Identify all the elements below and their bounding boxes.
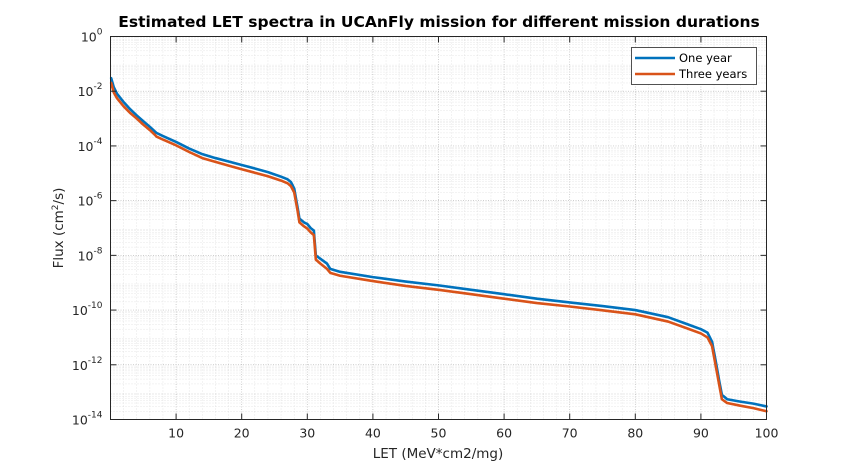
y-tick-base: 10 — [78, 139, 94, 154]
y-axis-label-superscript: 2 — [51, 204, 61, 210]
x-axis-label: LET (MeV*cm2/mg) — [373, 446, 504, 462]
y-tick-label: 10-12 — [72, 356, 103, 373]
y-tick-label: 10-8 — [78, 246, 103, 263]
legend-label-one-year: One year — [679, 51, 732, 65]
series-lines — [109, 76, 768, 413]
y-tick-label: 100 — [81, 28, 103, 45]
x-tick-label: 60 — [496, 426, 512, 441]
x-tick-label: 100 — [755, 426, 779, 441]
x-tick-label: 20 — [234, 426, 250, 441]
x-tick-label: 70 — [562, 426, 578, 441]
y-tick-base: 10 — [78, 194, 94, 209]
y-tick-label: 10-6 — [78, 192, 103, 209]
axis-ticks — [110, 36, 767, 420]
series-line-three-years — [109, 81, 768, 413]
y-tick-base: 10 — [72, 413, 88, 428]
legend: One year Three years — [631, 47, 757, 85]
x-tick-label: 30 — [299, 426, 315, 441]
y-tick-exponent: -6 — [94, 192, 103, 202]
y-tick-base: 10 — [72, 358, 88, 373]
y-tick-base: 10 — [78, 84, 94, 99]
y-tick-exponent: 0 — [97, 28, 103, 38]
y-tick-exponent: -8 — [94, 246, 103, 256]
y-tick-label: 10-2 — [78, 82, 103, 99]
legend-label-three-years: Three years — [678, 67, 747, 81]
x-tick-label: 90 — [693, 426, 709, 441]
y-tick-exponent: -4 — [94, 137, 103, 147]
y-tick-exponent: -12 — [88, 356, 103, 366]
x-tick-labels: 10 20 30 40 50 60 70 80 90 100 — [168, 426, 778, 441]
x-tick-label: 50 — [431, 426, 447, 441]
x-tick-label: 10 — [168, 426, 184, 441]
plot-area — [110, 36, 767, 420]
y-axis-label-tail: /s) — [51, 188, 67, 205]
y-tick-base: 10 — [78, 248, 94, 263]
x-tick-label: 80 — [627, 426, 643, 441]
y-tick-label: 10-10 — [72, 301, 103, 318]
y-tick-exponent: -10 — [88, 301, 103, 311]
y-tick-label: 10-4 — [78, 137, 103, 154]
y-tick-exponent: -2 — [94, 82, 103, 92]
x-tick-label: 40 — [365, 426, 381, 441]
series-line-one-year — [109, 76, 768, 408]
y-axis-label-main: Flux (cm — [51, 210, 67, 268]
chart-title: Estimated LET spectra in UCAnFly mission… — [118, 13, 759, 31]
y-tick-label: 10-14 — [72, 411, 103, 428]
y-tick-exponent: -14 — [88, 411, 103, 421]
y-tick-base: 10 — [72, 303, 88, 318]
y-tick-base: 10 — [81, 30, 97, 45]
y-axis-label: Flux (cm2/s) — [51, 188, 67, 269]
legend-box — [631, 47, 757, 85]
